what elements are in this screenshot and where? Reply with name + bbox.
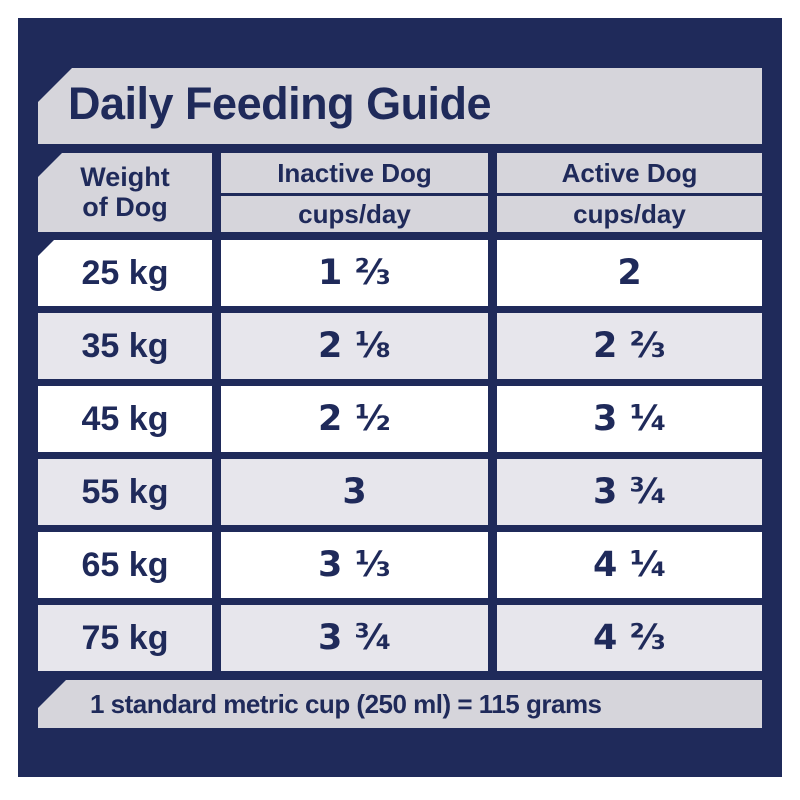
inactive-value-cell: 3 ³⁄₄	[221, 605, 488, 671]
inactive-value-cell: 3 ¹⁄₃	[221, 532, 488, 598]
inactive-value-cell: 3	[221, 459, 488, 525]
table-header: Weight of Dog Inactive Dog cups/day Acti…	[38, 153, 762, 232]
header-divider	[221, 193, 488, 196]
page-title: Daily Feeding Guide	[68, 78, 492, 129]
table-row: 25 kg 1 ²⁄₃ 2	[38, 240, 762, 306]
table-row: 45 kg 2 ¹⁄₂ 3 ¹⁄₄	[38, 386, 762, 452]
feeding-guide-panel: Daily Feeding Guide Weight of Dog Inacti…	[18, 18, 782, 777]
table-body: 25 kg 1 ²⁄₃ 2 35 kg 2 ¹⁄₈ 2 ²⁄₃ 45 kg 2 …	[38, 240, 762, 671]
table-row: 35 kg 2 ¹⁄₈ 2 ²⁄₃	[38, 313, 762, 379]
table-row: 55 kg 3 3 ³⁄₄	[38, 459, 762, 525]
weight-cell: 45 kg	[38, 386, 212, 452]
weight-cell: 65 kg	[38, 532, 212, 598]
weight-header-line1: Weight	[80, 162, 170, 193]
weight-cell: 55 kg	[38, 459, 212, 525]
table-row: 65 kg 3 ¹⁄₃ 4 ¹⁄₄	[38, 532, 762, 598]
inactive-dog-label: Inactive Dog	[221, 153, 488, 193]
column-header-active: Active Dog cups/day	[497, 153, 762, 232]
header-divider	[497, 193, 762, 196]
weight-cell: 75 kg	[38, 605, 212, 671]
inactive-cups-per-day-label: cups/day	[221, 196, 488, 232]
active-dog-label: Active Dog	[497, 153, 762, 193]
active-value-cell: 2 ²⁄₃	[497, 313, 762, 379]
weight-cell: 35 kg	[38, 313, 212, 379]
active-value-cell: 3 ³⁄₄	[497, 459, 762, 525]
inactive-value-cell: 2 ¹⁄₂	[221, 386, 488, 452]
column-header-inactive: Inactive Dog cups/day	[221, 153, 488, 232]
weight-cell: 25 kg	[38, 240, 212, 306]
panel-content: Daily Feeding Guide Weight of Dog Inacti…	[38, 18, 762, 777]
active-cups-per-day-label: cups/day	[497, 196, 762, 232]
active-value-cell: 4 ¹⁄₄	[497, 532, 762, 598]
weight-header-line2: of Dog	[82, 191, 168, 222]
active-value-cell: 4 ²⁄₃	[497, 605, 762, 671]
footer-note: 1 standard metric cup (250 ml) = 115 gra…	[90, 688, 602, 719]
active-value-cell: 3 ¹⁄₄	[497, 386, 762, 452]
footer-note-bar: 1 standard metric cup (250 ml) = 115 gra…	[38, 680, 762, 728]
inactive-value-cell: 1 ²⁄₃	[221, 240, 488, 306]
table-row: 75 kg 3 ³⁄₄ 4 ²⁄₃	[38, 605, 762, 671]
weight-header-cell: Weight of Dog	[38, 153, 212, 232]
active-value-cell: 2	[497, 240, 762, 306]
title-banner: Daily Feeding Guide	[38, 68, 762, 144]
inactive-value-cell: 2 ¹⁄₈	[221, 313, 488, 379]
